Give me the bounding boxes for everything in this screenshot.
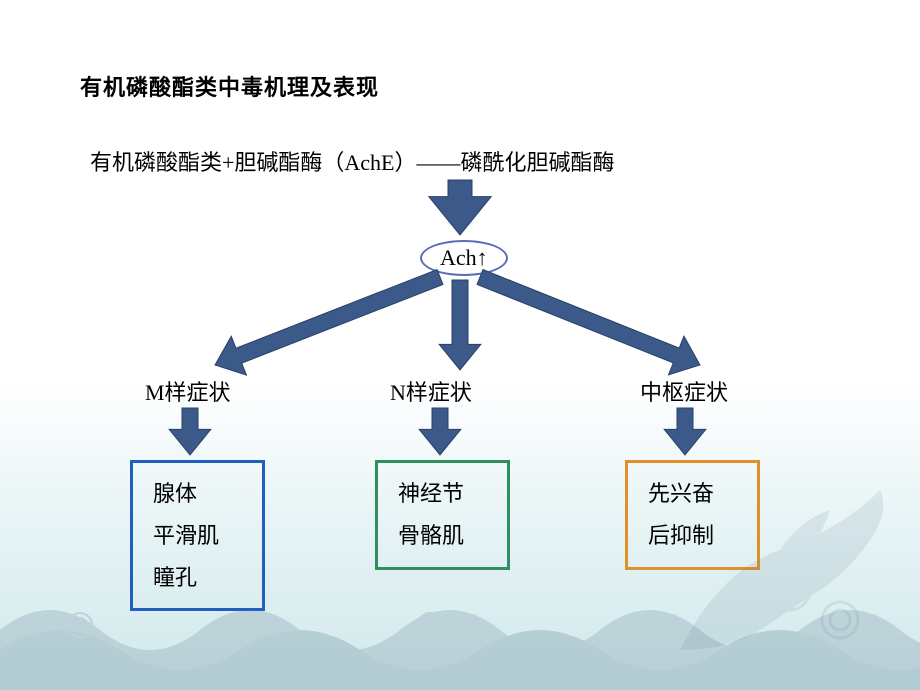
arrow-shape [419,408,461,455]
symptom-line: 神经节 [398,473,487,515]
slide-root: 有机磷酸酯类中毒机理及表现 有机磷酸酯类+胆碱酯酶（AchE）——磷酰化胆碱酯酶… [0,0,920,690]
arrow-shape [429,180,491,235]
symptom-line: 腺体 [153,473,242,515]
symptom-box-1: 神经节骨骼肌 [375,460,510,570]
mid-node-0: M样症状 [145,375,231,407]
equation-text: 有机磷酸酯类+胆碱酯酶（AchE）——磷酰化胆碱酯酶 [90,145,615,177]
dragon-decoration [640,450,920,690]
arrow-shape [477,270,700,375]
arrow-shape [215,270,443,375]
slide-title: 有机磷酸酯类中毒机理及表现 [80,70,379,102]
arrow-shape [664,408,706,455]
arrow-shape [439,280,481,370]
mid-node-2: 中枢症状 [640,375,728,407]
symptom-line: 平滑肌 [153,515,242,557]
symptom-line: 骨骼肌 [398,515,487,557]
ach-node: Ach↑ [420,240,508,276]
arrow-shape [169,408,211,455]
mid-node-1: N样症状 [390,375,472,407]
